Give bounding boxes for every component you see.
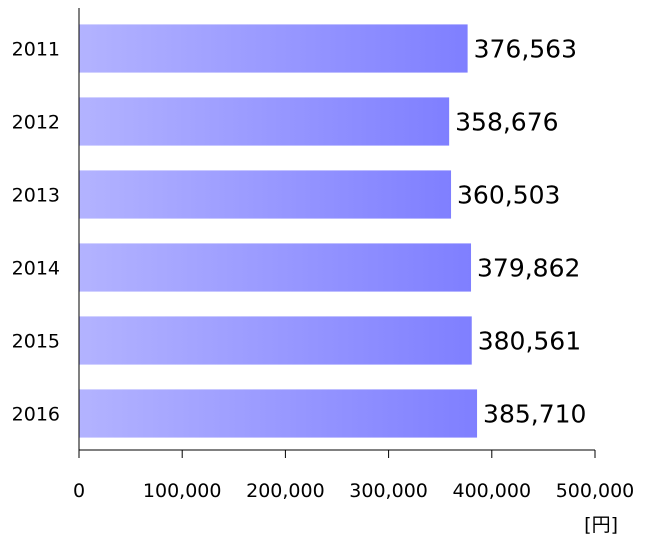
value-label-2013: 360,503 [457, 181, 560, 210]
value-label-2012: 358,676 [455, 108, 558, 137]
x-tick-label-400000: 400,000 [453, 480, 532, 502]
category-label-2015: 2015 [12, 331, 60, 353]
x-tick-label-0: 0 [73, 480, 85, 502]
value-label-2014: 379,862 [477, 254, 580, 283]
value-label-2015: 380,561 [478, 327, 581, 356]
category-label-2013: 2013 [12, 185, 60, 207]
category-label-2016: 2016 [12, 404, 60, 426]
bar-2014 [79, 243, 472, 292]
axes-layer [78, 8, 596, 458]
category-label-2014: 2014 [12, 258, 60, 280]
x-tick-label-200000: 200,000 [246, 480, 325, 502]
value-label-2016: 385,710 [483, 400, 586, 429]
category-label-2011: 2011 [12, 39, 60, 61]
bar-2011 [79, 24, 468, 73]
bar-2016 [79, 389, 478, 438]
x-tick-label-500000: 500,000 [556, 480, 635, 502]
x-axis-unit-label: [円] [584, 514, 618, 536]
labels-layer: 2011 376,563 2012 358,676 2013 360,503 2014 379… [12, 35, 635, 503]
x-tick-label-300000: 300,000 [349, 480, 428, 502]
bar-2013 [79, 170, 452, 219]
bar-2012 [79, 97, 450, 146]
bars-layer [79, 24, 478, 438]
category-label-2012: 2012 [12, 112, 60, 134]
bar-2015 [79, 316, 472, 365]
x-tick-label-100000: 100,000 [143, 480, 222, 502]
value-label-2011: 376,563 [474, 35, 577, 64]
